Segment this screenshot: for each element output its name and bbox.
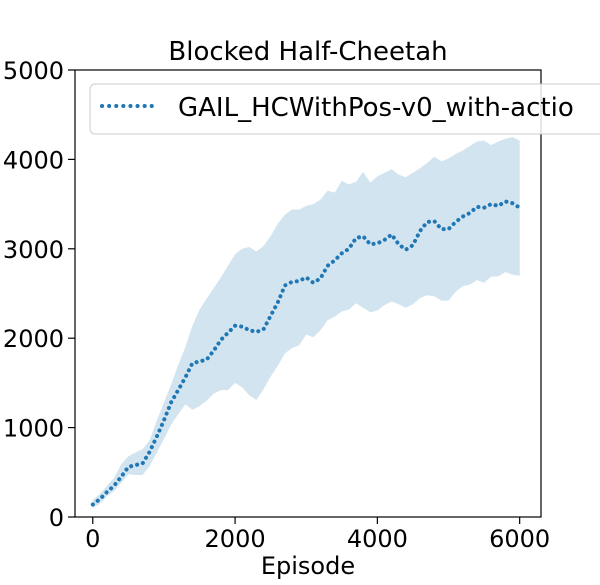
confidence-band-layer (92, 137, 520, 509)
x-tick-label: 0 (85, 525, 100, 553)
x-tick-label: 6000 (489, 525, 550, 553)
y-tick-label: 4000 (3, 146, 64, 174)
plot-frame (74, 69, 542, 518)
x-axis-label: Episode (261, 552, 355, 580)
y-tick-label: 3000 (3, 236, 64, 264)
chart-title: Blocked Half-Cheetah (168, 37, 447, 67)
legend-box (89, 83, 600, 135)
x-tick-label: 4000 (347, 525, 408, 553)
x-axis-ticks: 0 2000 4000 6000 (85, 517, 550, 553)
legend: GAIL_HCWithPos-v0_with-actio (89, 83, 600, 135)
y-tick-label: 0 (49, 504, 64, 532)
y-tick-label: 5000 (3, 57, 64, 85)
confidence-band (92, 137, 520, 509)
y-tick-label: 2000 (3, 325, 64, 353)
series-line (90, 199, 522, 507)
y-axis-ticks: 0 1000 2000 3000 4000 5000 (3, 57, 75, 532)
x-tick-label: 2000 (205, 525, 266, 553)
y-tick-label: 1000 (3, 415, 64, 443)
legend-label: GAIL_HCWithPos-v0_with-actio (178, 93, 574, 123)
series-line-layer (90, 199, 522, 507)
